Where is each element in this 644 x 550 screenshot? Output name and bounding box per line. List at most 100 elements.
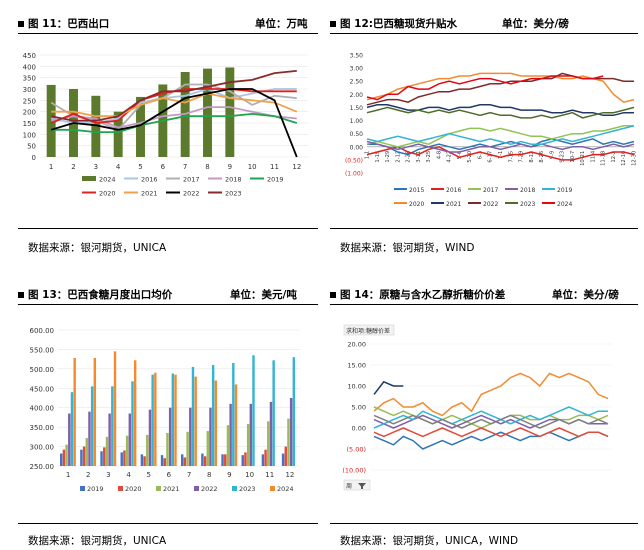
bar xyxy=(113,351,117,466)
bar xyxy=(241,455,244,466)
legend-swatch xyxy=(80,486,85,491)
x-tick-label: 2-12 xyxy=(395,151,401,163)
bar xyxy=(166,432,169,466)
bar xyxy=(209,407,212,466)
x-tick-label: 6-17 xyxy=(488,151,494,163)
bar xyxy=(267,421,270,466)
y-tick-label: 1.00 xyxy=(350,118,364,125)
bar xyxy=(151,374,154,466)
source-rule xyxy=(18,228,318,229)
pivot-filter-label: 周 xyxy=(346,483,352,490)
legend-label: 2017 xyxy=(183,176,200,184)
x-tick-label: 12-2 xyxy=(611,151,617,163)
bar xyxy=(136,96,145,157)
legend-label: 2024 xyxy=(99,176,116,184)
x-tick-label: 1-29 xyxy=(385,151,391,163)
bar xyxy=(224,454,227,466)
y-tick-label: 15.00 xyxy=(347,362,366,370)
x-tick-label: 10-21 xyxy=(580,151,586,166)
bar xyxy=(214,380,218,466)
series-line xyxy=(366,72,635,104)
panel-unit: 单位：美分/磅 xyxy=(552,289,619,301)
bar xyxy=(82,446,86,466)
series-line xyxy=(366,146,635,161)
legend-label: 2015 xyxy=(409,187,424,194)
x-tick-label: 7-1 xyxy=(498,151,504,159)
x-tick-label: 11-4 xyxy=(590,150,596,162)
bar xyxy=(91,95,101,157)
legend-label: 2021 xyxy=(446,201,461,208)
source-rule xyxy=(18,523,318,524)
bar xyxy=(203,456,207,466)
legend-label: 2022 xyxy=(483,201,498,208)
legend-label: 2021 xyxy=(141,190,158,198)
x-tick-label: 6 xyxy=(167,471,172,479)
series-line xyxy=(373,431,609,450)
legend-label: 2016 xyxy=(141,176,158,184)
title-rule xyxy=(18,304,318,305)
legend-label: 2020 xyxy=(409,201,424,208)
bar xyxy=(105,436,109,466)
bar xyxy=(143,456,146,466)
series-line xyxy=(51,88,297,124)
panel-unit: 单位：万吨 xyxy=(255,18,308,30)
y-tick-label: 200 xyxy=(23,109,36,117)
bar xyxy=(171,373,175,466)
bar xyxy=(148,409,152,466)
bar xyxy=(163,458,166,466)
legend-label: 2023 xyxy=(225,190,242,198)
x-tick-label: 6 xyxy=(161,163,166,171)
x-tick-label: 5 xyxy=(138,163,142,171)
source-rule xyxy=(330,228,638,229)
series-line xyxy=(51,92,298,118)
y-tick-label: 0.00 xyxy=(350,144,364,151)
y-tick-label: (0.50) xyxy=(345,157,363,164)
bar xyxy=(90,386,94,466)
y-tick-label: (1.00) xyxy=(345,171,363,178)
bar xyxy=(160,455,164,466)
y-tick-label: 300.00 xyxy=(30,444,55,452)
bar xyxy=(289,398,293,466)
y-tick-label: 2.50 xyxy=(350,79,364,86)
bar xyxy=(211,364,215,466)
x-tick-label: 2 xyxy=(71,163,75,171)
filter-icon xyxy=(358,483,366,489)
bar xyxy=(100,451,103,466)
x-tick-label: 11 xyxy=(270,163,279,171)
source-text: 数据来源：银河期货，WIND xyxy=(340,242,475,254)
bar xyxy=(125,435,129,466)
y-tick-label: 350 xyxy=(23,75,36,83)
x-tick-label: 12-30 xyxy=(632,151,638,166)
y-tick-label: 500.00 xyxy=(30,366,55,374)
source-rule xyxy=(330,523,638,524)
x-tick-label: 8 xyxy=(205,163,209,171)
bar xyxy=(146,434,149,466)
bar xyxy=(174,374,177,466)
bar xyxy=(261,454,265,466)
bar xyxy=(284,446,287,466)
bar xyxy=(186,431,189,466)
bar xyxy=(249,403,253,466)
series-line xyxy=(51,112,298,133)
y-tick-label: 1.50 xyxy=(350,105,364,112)
y-tick-label: 100 xyxy=(23,131,36,139)
bar xyxy=(113,111,123,157)
bar xyxy=(181,454,184,466)
y-tick-label: 350.00 xyxy=(30,424,55,432)
bar xyxy=(108,413,111,466)
bar xyxy=(88,411,91,466)
series-line xyxy=(366,125,635,145)
legend-label: 2020 xyxy=(99,190,116,198)
x-tick-label: 7-15 xyxy=(508,151,514,163)
x-tick-label: 9 xyxy=(228,163,232,171)
y-tick-label: 3.00 xyxy=(350,66,364,73)
x-tick-label: 5 xyxy=(147,471,151,479)
series-line xyxy=(373,372,609,417)
x-tick-label: 12 xyxy=(292,163,301,171)
bar xyxy=(287,418,290,466)
x-tick-label: 5-6 xyxy=(457,151,463,159)
x-tick-label: 4-8 xyxy=(436,151,442,159)
chart-export-price: 600.00 550.00 500.00 450.00 400.00 350.00 300.… xyxy=(30,327,300,493)
series-line xyxy=(50,88,298,158)
